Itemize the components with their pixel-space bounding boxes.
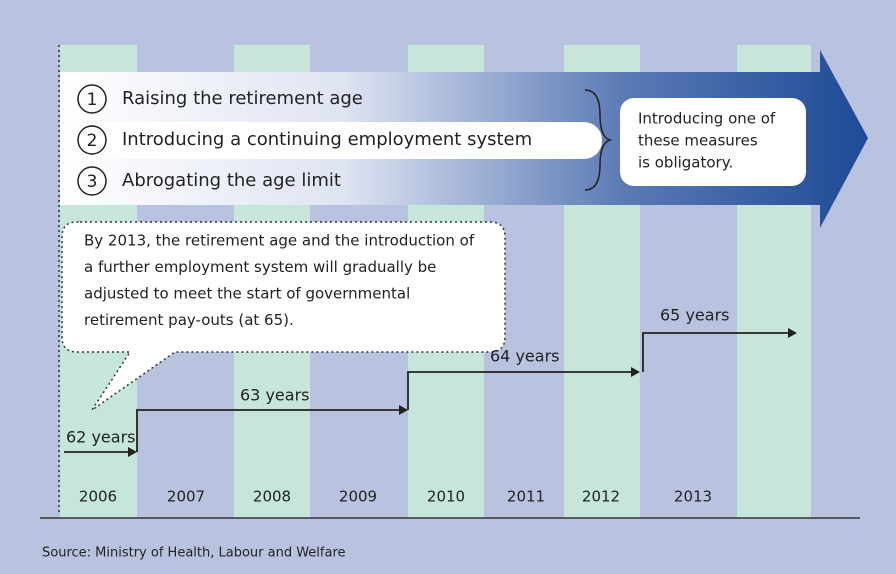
year-label: 2006 bbox=[79, 488, 117, 506]
callout-line: a further employment system will gradual… bbox=[84, 258, 436, 276]
steps bbox=[64, 332, 790, 453]
source: Source: Ministry of Health, Labour and W… bbox=[42, 546, 346, 561]
age-label: 63 years bbox=[240, 386, 309, 405]
measure-label: Abrogating the age limit bbox=[122, 170, 341, 191]
arrowheads bbox=[128, 328, 797, 457]
callout-line: retirement pay-outs (at 65). bbox=[84, 311, 294, 329]
callout-line: By 2013, the retirement age and the intr… bbox=[84, 232, 475, 250]
note-line: is obligatory. bbox=[638, 154, 733, 172]
year-label: 2011 bbox=[507, 488, 545, 506]
year-label: 2008 bbox=[253, 488, 291, 506]
callout-line: adjusted to meet the start of government… bbox=[84, 285, 410, 303]
measure-number: 2 bbox=[87, 131, 98, 151]
year-label: 2007 bbox=[167, 488, 205, 506]
age-label: 65 years bbox=[660, 306, 729, 325]
year-label: 2009 bbox=[339, 488, 377, 506]
year-label: 2010 bbox=[427, 488, 465, 506]
pill bbox=[68, 122, 602, 159]
measure-number: 3 bbox=[87, 172, 98, 192]
note-line: Introducing one of bbox=[638, 110, 776, 128]
year-label: 2012 bbox=[582, 488, 620, 506]
measure-label: Introducing a continuing employment syst… bbox=[122, 129, 532, 150]
age-label: 62 years bbox=[66, 428, 135, 447]
note-box bbox=[620, 98, 806, 186]
brace bbox=[584, 89, 613, 191]
measure-label: Raising the retirement age bbox=[122, 88, 363, 109]
number-circle bbox=[77, 166, 107, 196]
year-label: 2013 bbox=[674, 488, 712, 506]
callout-bubble bbox=[61, 221, 506, 411]
measure-number: 1 bbox=[87, 90, 98, 110]
note-line: these measures bbox=[638, 132, 758, 150]
age-label: 64 years bbox=[490, 347, 559, 366]
number-circle bbox=[77, 125, 107, 155]
number-circle bbox=[77, 84, 107, 114]
